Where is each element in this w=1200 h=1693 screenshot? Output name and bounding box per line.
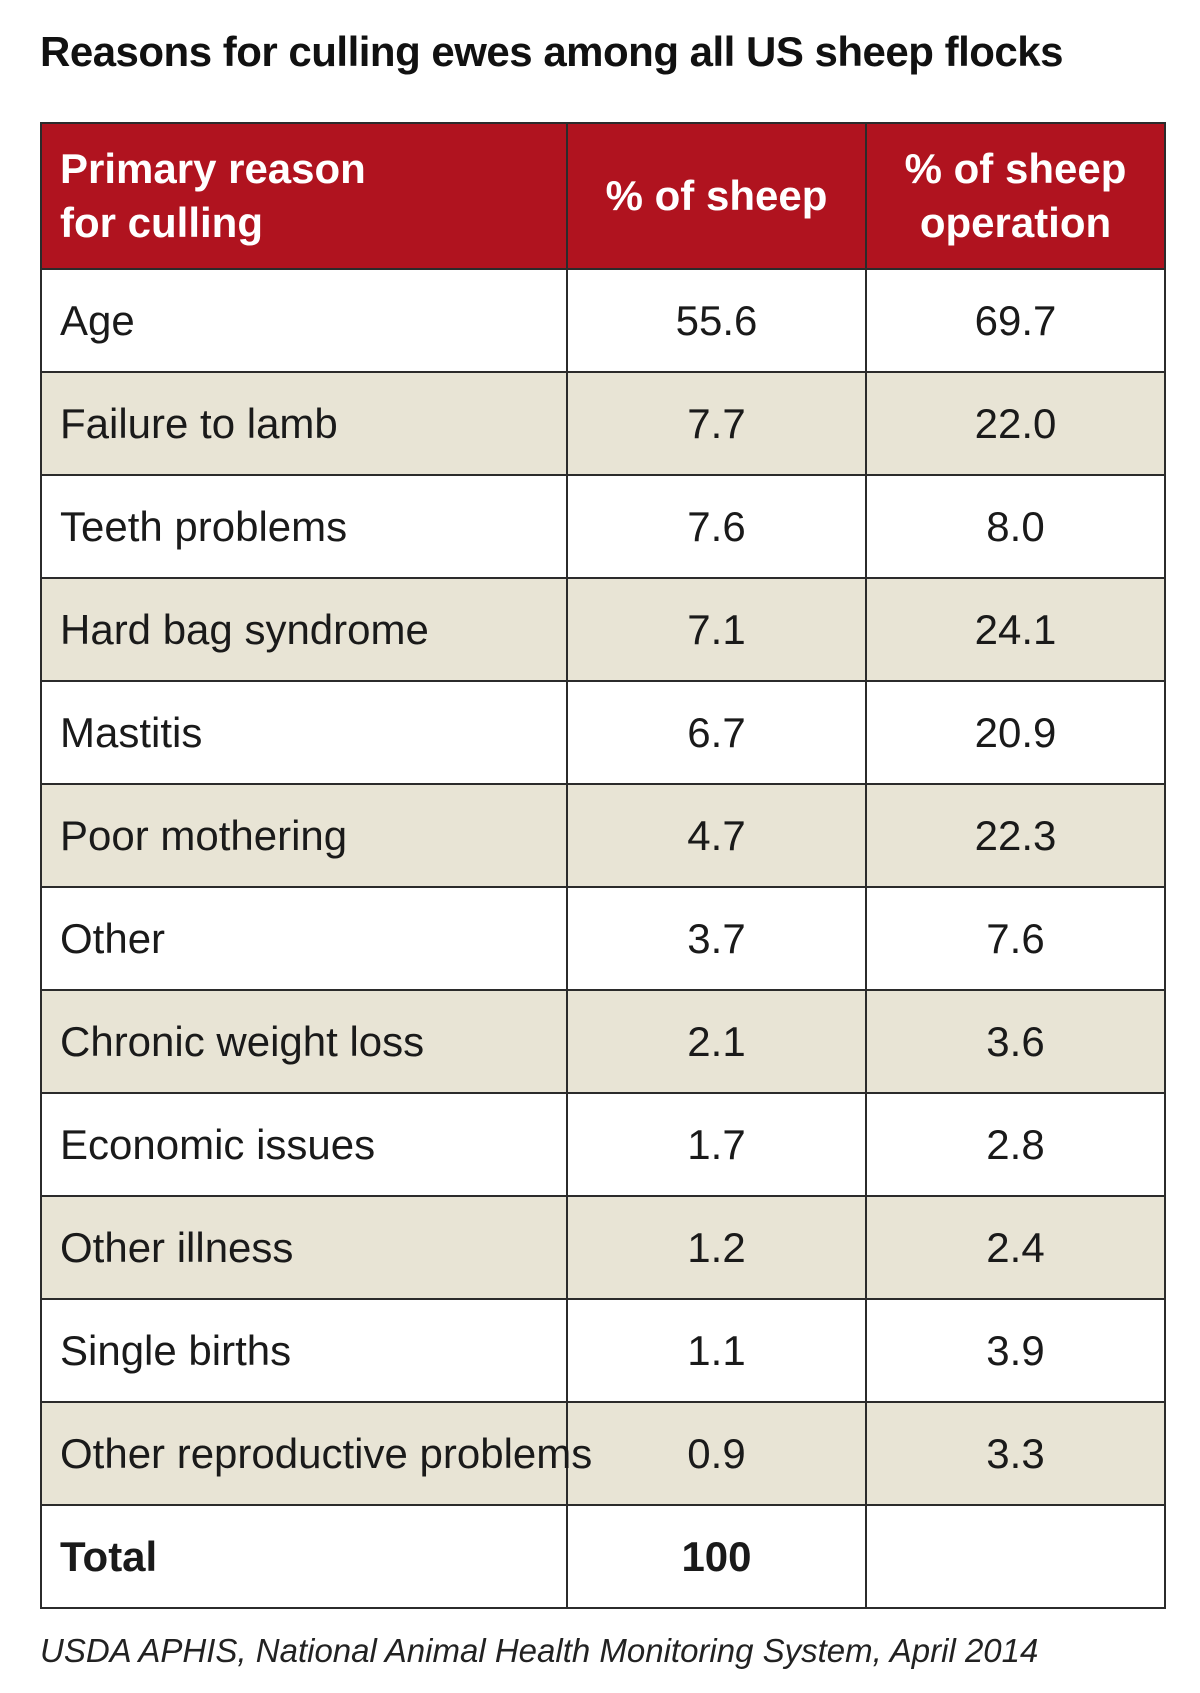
header-pct-sheep: % of sheep xyxy=(566,122,867,270)
header-pct-operation: % of sheep operation xyxy=(865,122,1166,270)
total-pct-operation xyxy=(865,1504,1166,1609)
header-primary-reason-line-2: for culling xyxy=(60,199,263,246)
row-pct-sheep: 3.7 xyxy=(566,886,867,991)
table-row: Mastitis 6.7 20.9 xyxy=(40,680,1166,785)
total-row: Total 100 xyxy=(40,1504,1166,1609)
table-body: Age 55.6 69.7 Failure to lamb 7.7 22.0 Teeth p… xyxy=(40,268,1166,1609)
row-reason: Failure to lamb xyxy=(40,371,568,476)
row-pct-operation: 8.0 xyxy=(865,474,1166,579)
header-pct-sheep-line-1: % of sheep xyxy=(605,172,828,219)
row-pct-operation: 24.1 xyxy=(865,577,1166,682)
table-row: Failure to lamb 7.7 22.0 xyxy=(40,371,1166,476)
table-header: Primary reason for culling % of sheep % … xyxy=(40,122,1166,270)
row-reason: Other xyxy=(40,886,568,991)
total-label: Total xyxy=(40,1504,568,1609)
row-pct-sheep: 0.9 xyxy=(566,1401,867,1506)
table-row: Poor mothering 4.7 22.3 xyxy=(40,783,1166,888)
header-primary-reason: Primary reason for culling xyxy=(40,122,568,270)
row-pct-sheep: 7.1 xyxy=(566,577,867,682)
row-pct-operation: 3.3 xyxy=(865,1401,1166,1506)
row-pct-operation: 22.3 xyxy=(865,783,1166,888)
row-reason: Economic issues xyxy=(40,1092,568,1197)
row-reason: Teeth problems xyxy=(40,474,568,579)
culling-reasons-table: Primary reason for culling % of sheep % … xyxy=(40,122,1166,1609)
table-row: Other illness 1.2 2.4 xyxy=(40,1195,1166,1300)
row-reason: Hard bag syndrome xyxy=(40,577,568,682)
row-pct-sheep: 2.1 xyxy=(566,989,867,1094)
table-title: Reasons for culling ewes among all US sh… xyxy=(40,28,1063,75)
row-pct-sheep: 7.7 xyxy=(566,371,867,476)
row-pct-operation: 7.6 xyxy=(865,886,1166,991)
row-reason: Poor mothering xyxy=(40,783,568,888)
total-pct-sheep: 100 xyxy=(566,1504,867,1609)
table-row: Single births 1.1 3.9 xyxy=(40,1298,1166,1403)
table-row: Teeth problems 7.6 8.0 xyxy=(40,474,1166,579)
row-pct-sheep: 1.1 xyxy=(566,1298,867,1403)
row-pct-sheep: 1.7 xyxy=(566,1092,867,1197)
header-pct-operation-line-2: operation xyxy=(919,199,1112,246)
source-note: USDA APHIS, National Animal Health Monit… xyxy=(40,1632,1039,1669)
row-pct-operation: 22.0 xyxy=(865,371,1166,476)
row-pct-sheep: 1.2 xyxy=(566,1195,867,1300)
header-pct-operation-line-1: % of sheep xyxy=(904,145,1127,192)
table-row: Age 55.6 69.7 xyxy=(40,268,1166,373)
row-pct-operation: 2.8 xyxy=(865,1092,1166,1197)
row-reason: Other illness xyxy=(40,1195,568,1300)
table-row: Economic issues 1.7 2.8 xyxy=(40,1092,1166,1197)
row-pct-operation: 20.9 xyxy=(865,680,1166,785)
row-reason: Other reproductive problems xyxy=(40,1401,592,1506)
row-reason: Single births xyxy=(40,1298,568,1403)
table-row: Other reproductive problems 0.9 3.3 xyxy=(40,1401,1166,1506)
header-primary-reason-line-1: Primary reason xyxy=(60,145,366,192)
table-row: Other 3.7 7.6 xyxy=(40,886,1166,991)
row-pct-sheep: 6.7 xyxy=(566,680,867,785)
row-reason: Chronic weight loss xyxy=(40,989,568,1094)
row-pct-operation: 3.9 xyxy=(865,1298,1166,1403)
row-pct-operation: 69.7 xyxy=(865,268,1166,373)
row-pct-sheep: 55.6 xyxy=(566,268,867,373)
row-pct-operation: 3.6 xyxy=(865,989,1166,1094)
table-row: Chronic weight loss 2.1 3.6 xyxy=(40,989,1166,1094)
row-pct-operation: 2.4 xyxy=(865,1195,1166,1300)
row-pct-sheep: 4.7 xyxy=(566,783,867,888)
header-row: Primary reason for culling % of sheep % … xyxy=(40,122,1166,270)
row-reason: Age xyxy=(40,268,568,373)
row-pct-sheep: 7.6 xyxy=(566,474,867,579)
table-row: Hard bag syndrome 7.1 24.1 xyxy=(40,577,1166,682)
row-reason: Mastitis xyxy=(40,680,568,785)
